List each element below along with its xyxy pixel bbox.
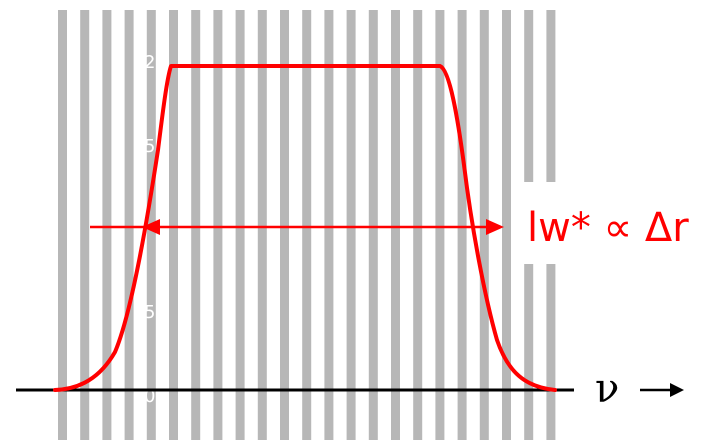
background-stripe: [169, 10, 178, 440]
background-stripe: [435, 10, 445, 440]
background-stripe: [391, 10, 400, 440]
y-tick-label: 5: [144, 302, 155, 323]
double-headed-arrow-icon: [90, 219, 504, 235]
axis-label-backdrop: [570, 362, 724, 422]
background-stripe: [80, 10, 90, 440]
y-tick-labels: 2 5 5 0: [144, 52, 155, 407]
annotation-label-backdrop: [515, 182, 724, 264]
background-stripe: [479, 10, 489, 440]
background-stripe: [102, 10, 112, 440]
background-stripe: [413, 10, 423, 440]
y-tick-label: 0: [144, 386, 155, 407]
y-tick-label: 2: [144, 52, 155, 73]
background-stripe: [58, 10, 67, 440]
width-annotation: lw* ∝ Δr: [527, 205, 689, 251]
x-axis-symbol: ν: [595, 366, 619, 412]
background-stripe: [302, 10, 312, 440]
line-profile-curve: [53, 64, 557, 392]
background-stripe: [213, 10, 223, 440]
background-stripes: [58, 10, 556, 440]
background-stripe: [235, 10, 245, 440]
background-stripe: [457, 10, 467, 440]
background-stripe: [191, 10, 201, 440]
background-stripe: [324, 10, 334, 440]
y-tick-label: 5: [144, 136, 155, 157]
background-stripe: [280, 10, 289, 440]
background-stripe: [124, 10, 134, 440]
right-arrow-icon: [640, 383, 684, 397]
background-stripe: [257, 10, 267, 440]
background-stripe: [502, 10, 511, 440]
background-stripe: [346, 10, 356, 440]
background-stripe: [368, 10, 378, 440]
